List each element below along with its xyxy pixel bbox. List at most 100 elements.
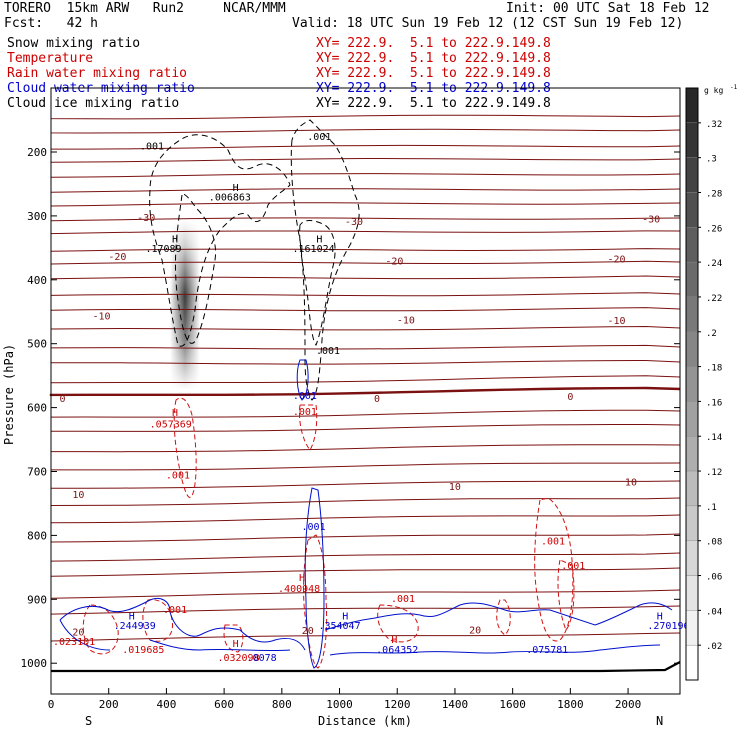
isotherm-line xyxy=(50,128,681,134)
cloud-ice-contour xyxy=(174,193,217,344)
y-tick-label: 200 xyxy=(27,146,47,159)
colorbar-tick-label: .32 xyxy=(706,120,722,130)
isotherm-line xyxy=(50,307,681,312)
isotherm-label: 10 xyxy=(72,490,84,501)
x-axis-label: Distance (km) xyxy=(318,714,412,728)
colorbar-bin xyxy=(685,505,699,541)
rain-water-contour xyxy=(557,559,575,631)
contour-annotation: .001 xyxy=(293,407,317,418)
isotherm-line xyxy=(50,114,681,120)
isotherm-line xyxy=(50,480,681,489)
isotherm-line xyxy=(50,533,681,543)
colorbar-bin xyxy=(685,122,699,158)
contour-annotation: .270196 xyxy=(647,621,689,632)
contour-annotation: .023101 xyxy=(53,637,95,648)
isotherm-line xyxy=(50,173,681,178)
legend-cloud-ice-label: Cloud ice mixing ratio xyxy=(7,96,180,111)
isotherm-line xyxy=(50,292,681,297)
cloud-water-contour xyxy=(304,487,325,669)
contour-annotation: .064352 xyxy=(376,645,418,656)
colorbar-bin xyxy=(685,575,699,611)
colorbar-bin xyxy=(685,436,699,472)
colorbar-frame xyxy=(685,87,699,681)
colorbar-bin xyxy=(685,366,699,402)
contour-annotation: .006863 xyxy=(209,193,251,204)
contour-annotation: H xyxy=(233,639,239,650)
cloud-water-contour xyxy=(324,602,673,631)
colorbar xyxy=(685,87,701,681)
isotherm-label: -10 xyxy=(607,316,625,327)
colorbar-bin xyxy=(685,470,699,507)
isotherm-line xyxy=(50,567,681,577)
rain-water-contour xyxy=(142,599,174,642)
isotherm-line xyxy=(50,375,681,384)
contour-annotation: .001 xyxy=(140,142,164,153)
legend-snow-xy: XY= 222.9. 5.1 to 222.9.149.8 xyxy=(316,36,551,51)
colorbar-tick-label: .06 xyxy=(706,573,722,583)
contour-annotation: .057369 xyxy=(150,420,192,431)
y-tick-label: 400 xyxy=(27,274,47,287)
x-tick-label: 1000 xyxy=(326,698,353,711)
contour-annotation: .17089 xyxy=(145,244,181,255)
isotherm-label: 10 xyxy=(625,478,637,489)
isotherm-label: -20 xyxy=(607,255,625,266)
isotherm-line xyxy=(50,217,681,222)
rain-water-contour xyxy=(496,599,511,636)
colorbar-bin xyxy=(685,540,699,576)
colorbar-bin xyxy=(685,192,699,228)
isotherm-line xyxy=(50,202,681,207)
isotherm-line xyxy=(50,462,681,471)
rain-water-contour xyxy=(303,534,328,669)
x-tick-label: 400 xyxy=(156,698,176,711)
isotherm-line xyxy=(50,632,681,642)
rain-water-contour xyxy=(377,604,419,643)
isotherm-label: 0 xyxy=(567,392,573,403)
contour-annotation: .354047 xyxy=(318,621,360,632)
colorbar-bin xyxy=(685,401,699,437)
x-tick-label: 1200 xyxy=(384,698,411,711)
contour-annotation: H xyxy=(233,183,239,194)
legend-temperature-xy: XY= 222.9. 5.1 to 222.9.149.8 xyxy=(316,51,551,66)
contour-annotation: .075781 xyxy=(526,645,568,656)
colorbar-tick-label: .12 xyxy=(706,468,722,478)
isotherm-line xyxy=(50,260,681,265)
contour-annotation: H xyxy=(299,573,305,584)
colorbar-unit-exponent: -1 xyxy=(730,84,738,91)
y-tick-label: 300 xyxy=(27,210,47,223)
colorbar-tick-label: .16 xyxy=(706,398,722,408)
isotherm-line xyxy=(50,188,681,193)
rain-water-contour xyxy=(223,624,244,653)
legend-snow-label: Snow mixing ratio xyxy=(7,36,141,51)
colorbar-tick-label: .2 xyxy=(706,329,717,339)
isotherm-label: 0 xyxy=(60,394,66,405)
isotherm-label: 20 xyxy=(72,627,84,638)
colorbar-tick-label: .1 xyxy=(706,503,717,513)
contour-annotation: .244939 xyxy=(114,621,156,632)
contour-annotation: .0078 xyxy=(247,653,277,664)
legend-temperature-label: Temperature xyxy=(7,51,94,66)
isotherm-line xyxy=(50,589,681,599)
isotherm-line xyxy=(50,230,681,235)
isotherm-label: -20 xyxy=(385,257,403,268)
legend-cloud-ice-xy: XY= 222.9. 5.1 to 222.9.149.8 xyxy=(316,96,551,111)
contour-annotation: .001 xyxy=(302,522,326,533)
colorbar-bin xyxy=(685,296,699,332)
isotherm-line xyxy=(50,157,681,163)
cloud-water-contour xyxy=(149,639,661,656)
contour-annotation: .019685 xyxy=(122,645,164,656)
isotherm-line xyxy=(50,424,681,432)
y-tick-label: 1000 xyxy=(21,657,48,670)
rain-water-contour xyxy=(173,397,197,498)
isotherm-label: 10 xyxy=(449,482,461,493)
cloud-water-contour xyxy=(59,598,306,651)
contour-annotation: H xyxy=(657,611,663,622)
x-tick-label: 1600 xyxy=(499,698,526,711)
isotherm-line xyxy=(50,325,681,331)
colorbar-unit: g kg xyxy=(704,86,723,95)
cloud-water-contour xyxy=(296,359,309,401)
colorbar-tick-label: .3 xyxy=(706,155,717,165)
contour-annotation: .001 xyxy=(293,391,317,402)
rain-water-contour xyxy=(299,404,318,451)
colorbar-tick-label: .26 xyxy=(706,224,722,234)
